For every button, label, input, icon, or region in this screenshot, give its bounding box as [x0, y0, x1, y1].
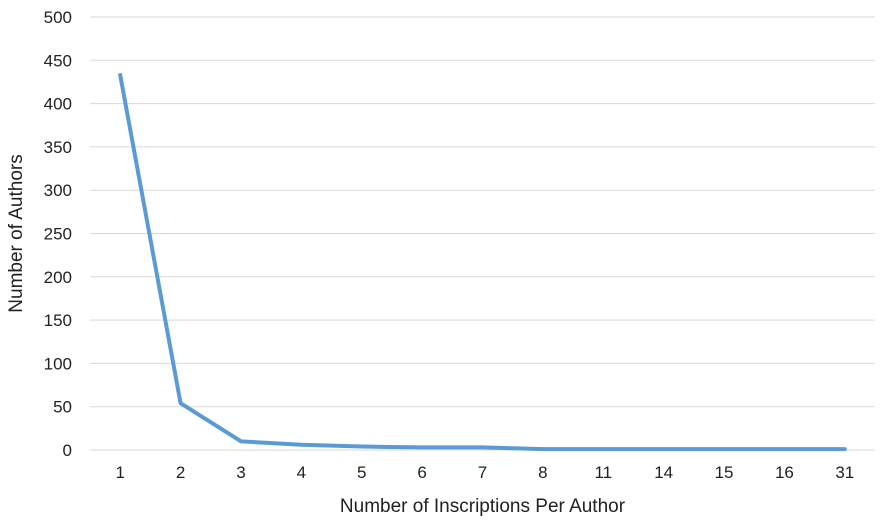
x-tick-label: 2 [176, 463, 185, 482]
y-tick-label: 100 [44, 354, 72, 373]
x-tick-label: 15 [715, 463, 734, 482]
x-tick-label: 7 [478, 463, 487, 482]
x-tick-label: 16 [775, 463, 794, 482]
y-tick-label: 500 [44, 8, 72, 27]
x-tick-label: 11 [594, 463, 612, 482]
x-tick-label: 14 [654, 463, 673, 482]
series-line-0 [118, 73, 847, 452]
y-tick-label: 150 [44, 311, 72, 330]
x-tick-label: 4 [297, 463, 306, 482]
gridlines [90, 16, 875, 451]
y-tick-label: 350 [44, 138, 72, 157]
y-tick-label: 250 [44, 225, 72, 244]
x-tick-label: 5 [357, 463, 366, 482]
y-tick-label: 50 [53, 398, 72, 417]
y-tick-label: 200 [44, 268, 72, 287]
y-tick-label: 300 [44, 181, 72, 200]
x-tick-label: 6 [417, 463, 426, 482]
y-tick-label: 450 [44, 51, 72, 70]
x-axis-title: Number of Inscriptions Per Author [340, 496, 626, 517]
series-layer [118, 73, 847, 452]
x-tick-label: 3 [236, 463, 245, 482]
x-tick-label: 1 [115, 463, 124, 482]
x-axis-tick-labels: 1 2 3 4 5 6 7 8 11 14 15 16 31 [115, 463, 854, 482]
x-tick-label: 31 [835, 463, 854, 482]
y-tick-label: 400 [44, 95, 72, 114]
y-axis-tick-labels: 0 50 100 150 200 250 300 350 400 450 500 [44, 8, 72, 460]
y-tick-label: 0 [63, 441, 72, 460]
y-axis-title: Number of Authors [6, 154, 27, 312]
x-tick-label: 8 [538, 463, 547, 482]
